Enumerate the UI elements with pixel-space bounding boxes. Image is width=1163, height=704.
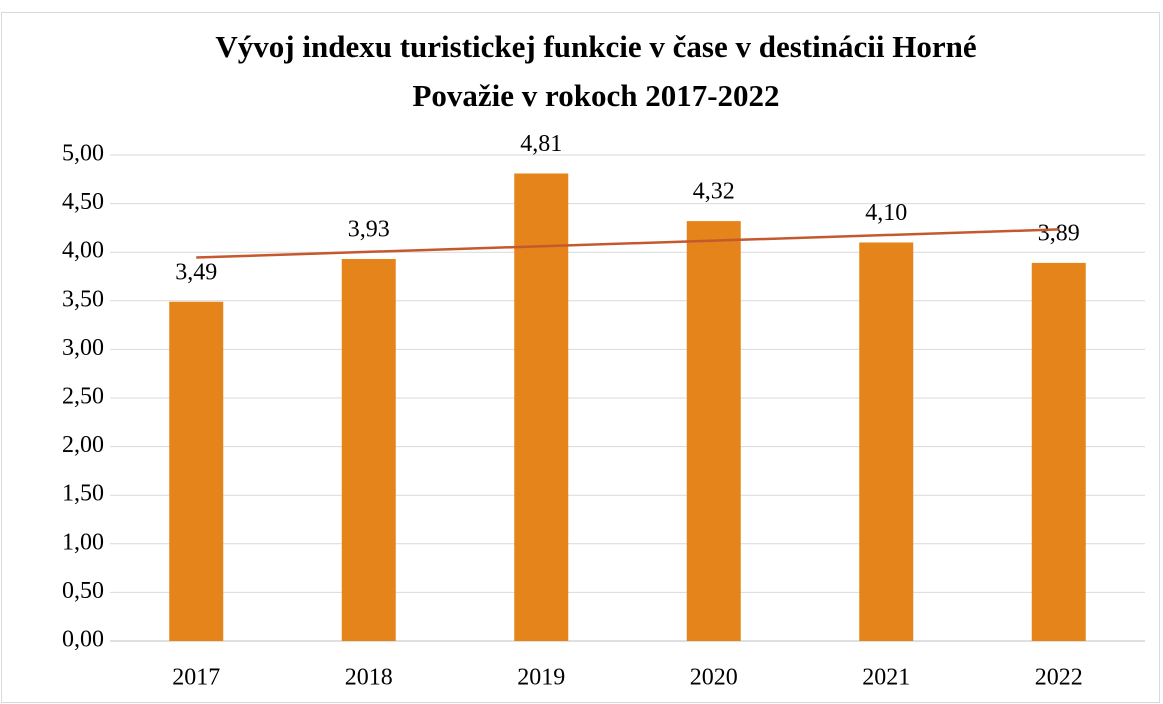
bar [169, 301, 224, 641]
y-tick-label: 1,00 [62, 529, 104, 555]
bar [686, 221, 741, 641]
y-tick-label: 3,00 [62, 335, 104, 361]
x-tick-label: 2019 [517, 665, 565, 691]
bar [1031, 262, 1086, 641]
bar [859, 242, 914, 642]
data-label: 3,89 [1038, 220, 1080, 246]
data-label: 4,10 [865, 200, 907, 226]
bar [514, 173, 569, 641]
y-tick-label: 4,50 [62, 189, 104, 215]
y-tick-label: 0,50 [62, 578, 104, 604]
y-tick-label: 4,00 [62, 238, 104, 264]
x-tick-label: 2018 [345, 665, 393, 691]
bar [341, 259, 396, 641]
chart-title: Považie v rokoch 2017-2022 [412, 78, 779, 113]
x-tick-label: 2020 [690, 665, 738, 691]
y-tick-label: 2,00 [62, 432, 104, 458]
data-label: 4,81 [520, 131, 562, 157]
data-label: 3,93 [348, 217, 390, 243]
y-tick-label: 0,00 [62, 627, 104, 653]
y-tick-label: 1,50 [62, 481, 104, 507]
y-tick-label: 3,50 [62, 286, 104, 312]
trendline [196, 228, 1059, 259]
x-tick-label: 2017 [172, 665, 220, 691]
y-tick-label: 5,00 [62, 141, 104, 167]
y-tick-label: 2,50 [62, 384, 104, 410]
data-label: 4,32 [693, 179, 735, 205]
chart-title: Vývoj indexu turistickej funkcie v čase … [215, 29, 976, 64]
data-label: 3,49 [175, 259, 217, 285]
x-tick-label: 2022 [1035, 665, 1083, 691]
x-tick-label: 2021 [862, 665, 910, 691]
